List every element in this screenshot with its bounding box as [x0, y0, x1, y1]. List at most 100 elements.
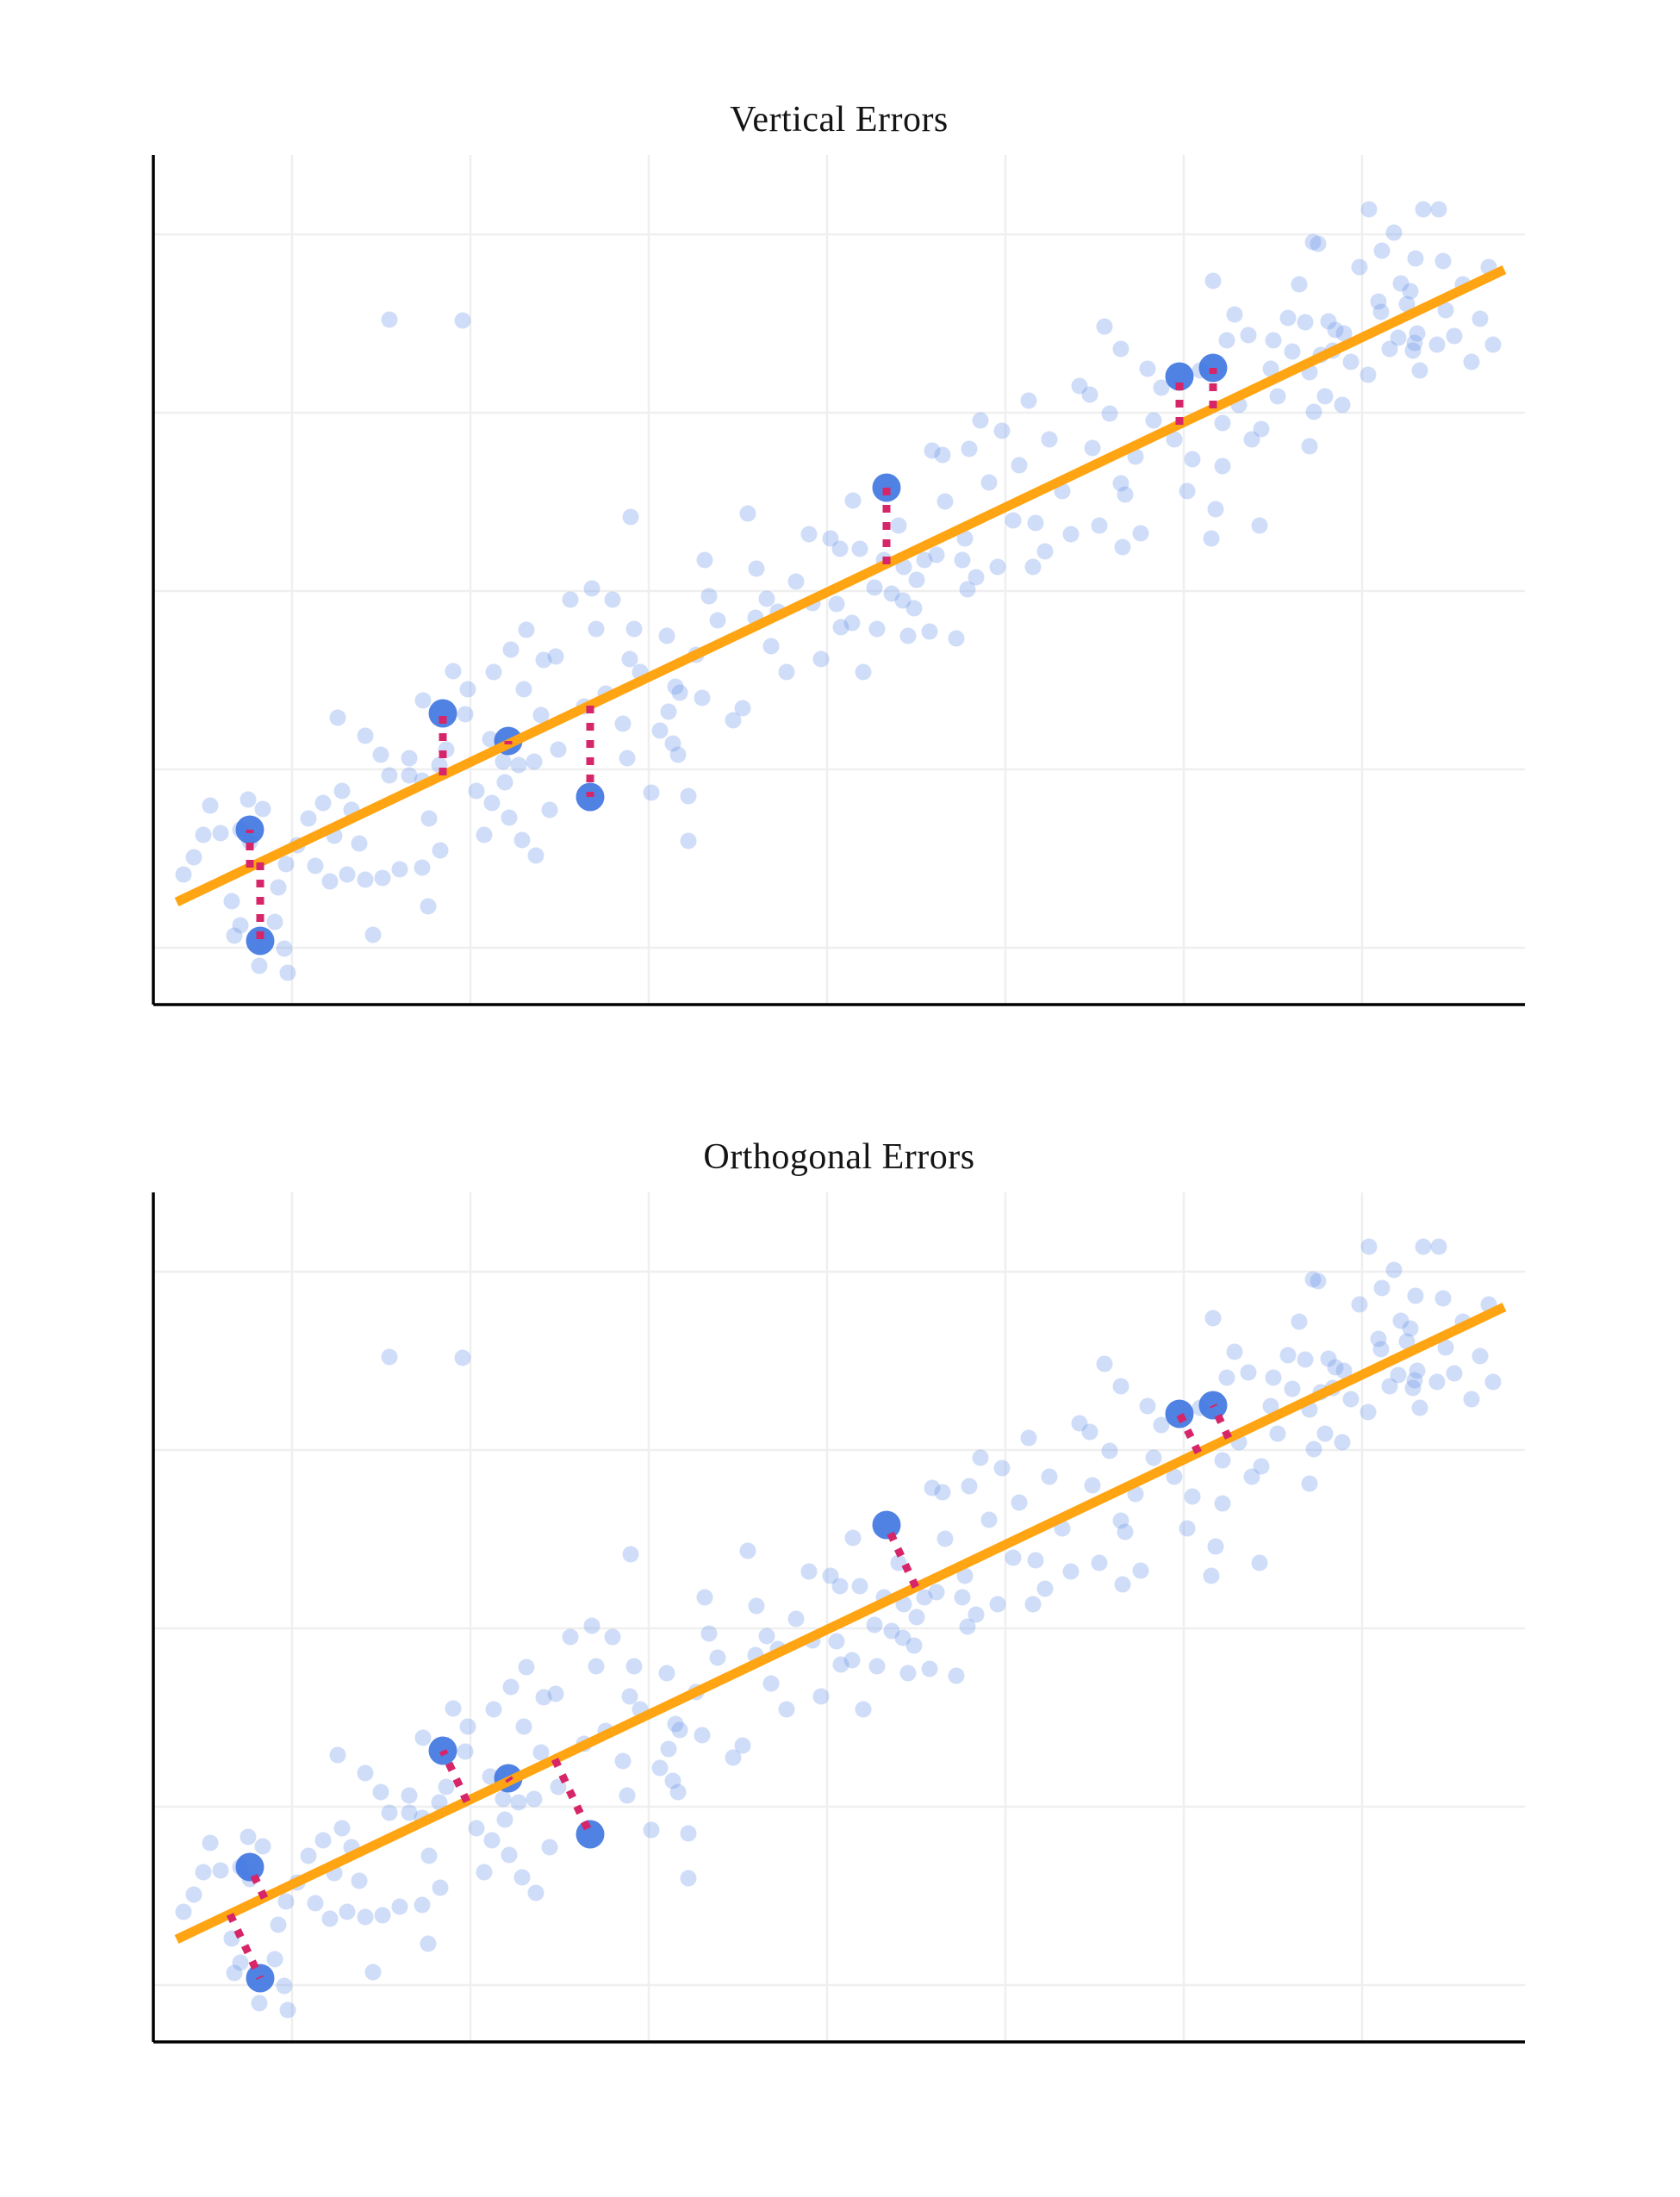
scatter-point [314, 1832, 332, 1849]
scatter-point [921, 1660, 938, 1677]
scatter-point [822, 530, 839, 547]
scatter-point [1360, 201, 1378, 218]
scatter-point [550, 741, 567, 758]
scatter-point [954, 551, 971, 569]
scatter-point [279, 2001, 296, 2019]
scatter-point [1240, 1364, 1257, 1381]
scatter-point [513, 831, 531, 849]
scatter-point [989, 558, 1006, 576]
scatter-point [454, 312, 471, 329]
scatter-point [226, 1964, 243, 1982]
scatter-point [696, 551, 713, 569]
scatter-point [1301, 1475, 1318, 1492]
scatter-point [1179, 482, 1196, 500]
scatter-point [671, 1721, 688, 1739]
scatter-point [680, 787, 697, 805]
scatter-point [457, 706, 474, 723]
scatter-point [1404, 1379, 1422, 1397]
scatter-point [266, 913, 283, 930]
highlighted-point [428, 699, 457, 728]
scatter-point [934, 446, 951, 464]
scatter-point [1402, 283, 1419, 300]
plot-area-vertical-errors [152, 155, 1525, 1006]
scatter-point [844, 1529, 862, 1547]
scatter-point [660, 1740, 677, 1758]
scatter-point [1036, 1580, 1054, 1597]
scatter-point [621, 1688, 638, 1705]
scatter-point [831, 1578, 849, 1595]
scatter-point [1020, 392, 1037, 409]
scatter-point [501, 1846, 518, 1864]
scatter-point [175, 866, 192, 883]
scatter-point [1335, 1362, 1353, 1379]
scatter-point [515, 1718, 532, 1735]
scatter-point [1372, 1341, 1390, 1358]
scatter-point [928, 1584, 945, 1601]
scatter-point [1370, 293, 1387, 310]
scatter-point [725, 712, 742, 729]
scatter-point [1434, 252, 1452, 270]
scatter-point [527, 1884, 544, 1901]
scatter-point [924, 442, 941, 459]
scatter-point [787, 573, 805, 590]
scatter-point [936, 1530, 954, 1547]
scatter-point [619, 750, 636, 767]
panel-title-vertical-errors: Vertical Errors [730, 100, 949, 140]
scatter-point [851, 540, 868, 557]
scatter-point [420, 810, 438, 827]
orthogonal-error-segment [1175, 1412, 1203, 1454]
scatter-point [1334, 1434, 1351, 1451]
scatter-point [1484, 336, 1502, 353]
scatter-point [1101, 405, 1118, 422]
scatter-point [1243, 1468, 1260, 1485]
scatter-point [276, 1977, 293, 1995]
scatter-point [643, 1821, 660, 1839]
scatter-point [1320, 1350, 1337, 1367]
scatter-point [1310, 1273, 1327, 1290]
scatter-point [1117, 486, 1134, 503]
scatter-point [1132, 1562, 1149, 1579]
scatter-point [928, 546, 945, 563]
scatter-point [667, 1715, 684, 1733]
scatter-point [1251, 1554, 1268, 1572]
scatter-point [1114, 1576, 1131, 1593]
scatter-point [501, 809, 518, 826]
scatter-point [1127, 1485, 1144, 1503]
scatter-point [1262, 1397, 1279, 1415]
scatter-point [185, 849, 202, 866]
scatter-point [622, 508, 639, 526]
scatter-point [1214, 457, 1231, 475]
scatter-point [1112, 1378, 1129, 1395]
scatter-point [680, 1825, 697, 1842]
scatter-point [956, 1567, 974, 1584]
scatter-point [1335, 325, 1353, 342]
scatter-point [1351, 1296, 1368, 1313]
scatter-point [621, 650, 638, 668]
scatter-point [459, 1718, 476, 1735]
scatter-point [1398, 296, 1416, 313]
scatter-point [1392, 275, 1409, 292]
scatter-point [307, 1895, 324, 1912]
scatter-point [212, 1862, 229, 1879]
scatter-point [1406, 334, 1423, 352]
scatter-point [1265, 1369, 1282, 1386]
scatter-point [604, 1628, 621, 1646]
scatter-point [339, 866, 356, 883]
scatter-point [495, 753, 512, 770]
scatter-point [1005, 1549, 1022, 1566]
scatter-point [1240, 327, 1257, 344]
scatter-point [212, 825, 229, 842]
scatter-point [277, 1893, 295, 1910]
scatter-point [1112, 475, 1129, 492]
scatter-point [226, 927, 243, 944]
scatter-point [518, 621, 535, 638]
scatter-point [1316, 388, 1334, 405]
scatter-point [251, 957, 268, 974]
scatter-point [357, 1764, 374, 1782]
scatter-point [980, 1511, 998, 1528]
scatter-point [1407, 250, 1424, 267]
scatter-point [483, 1832, 501, 1849]
scatter-point [374, 869, 391, 887]
scatter-point [660, 703, 677, 720]
